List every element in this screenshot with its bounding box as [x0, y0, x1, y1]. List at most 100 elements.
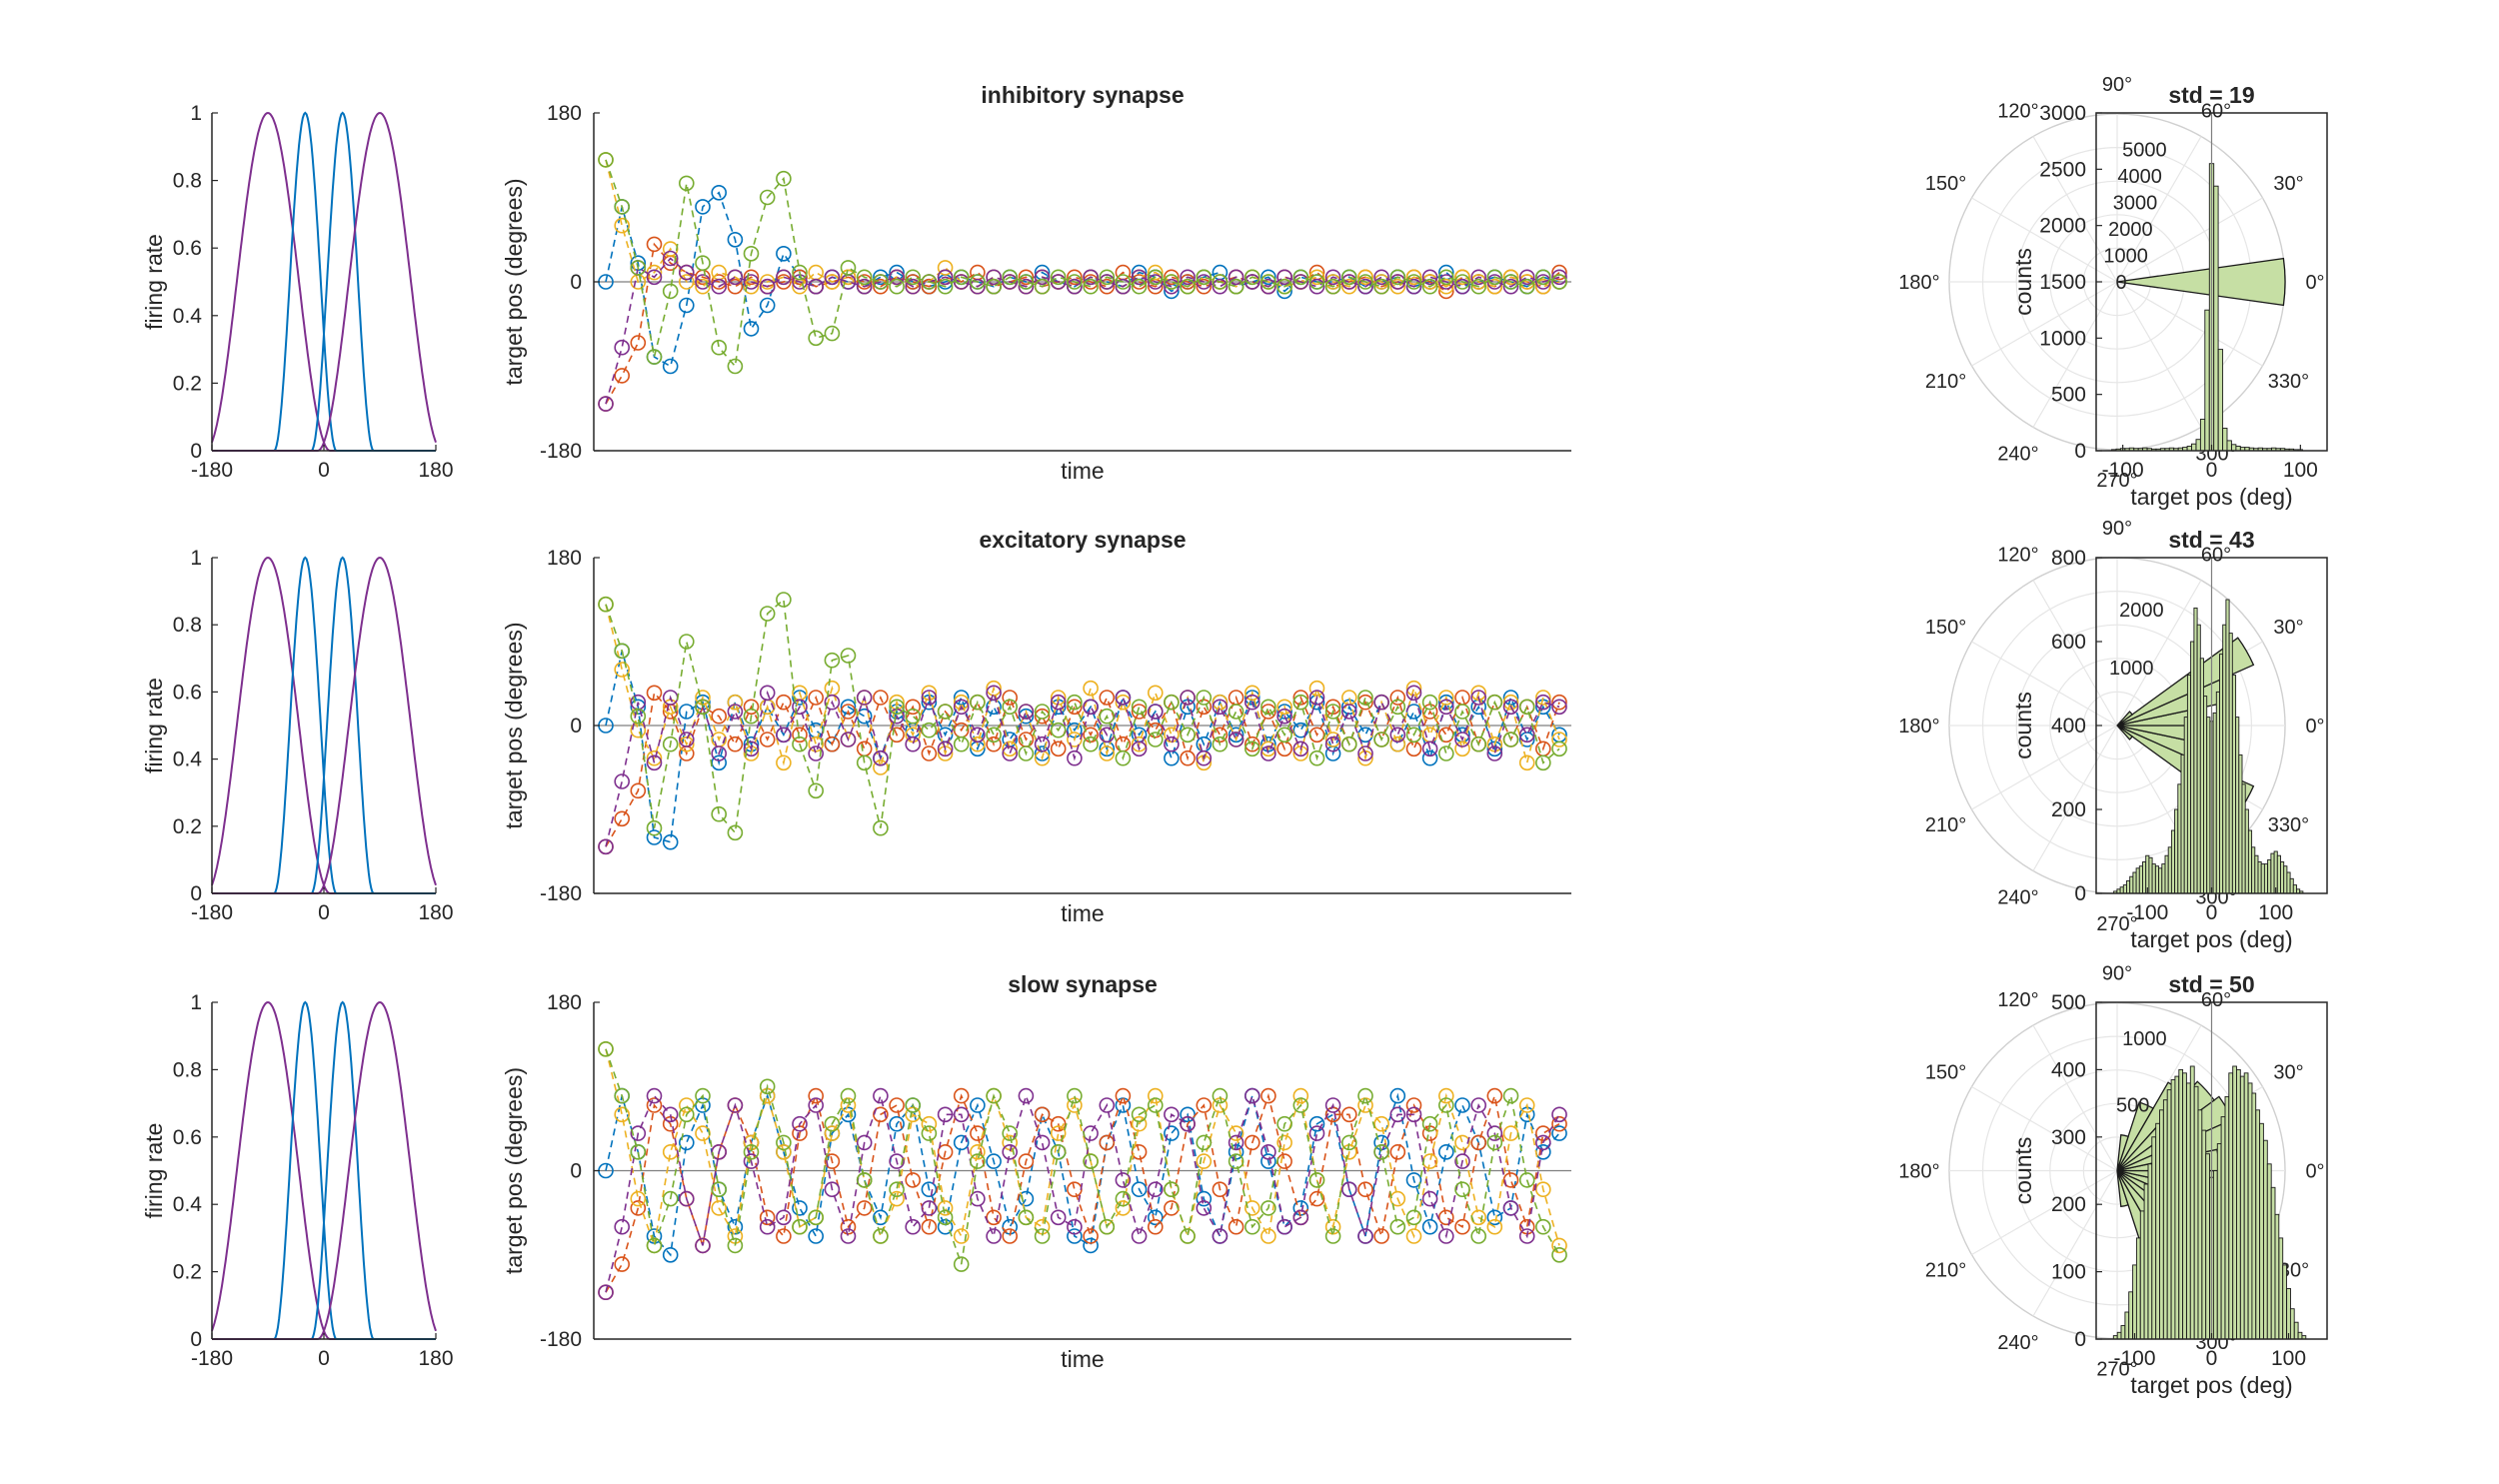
y-tick-label: 600: [2051, 631, 2086, 654]
trace-point: [1067, 1218, 1083, 1235]
trace-point: [614, 662, 631, 678]
trace-point: [1502, 274, 1519, 290]
polar-spoke: [2116, 281, 2202, 428]
trace-point: [889, 278, 905, 295]
histogram-bar: [2297, 1331, 2303, 1340]
trace-point: [1083, 736, 1099, 752]
trace-point: [1357, 749, 1373, 766]
trace-point: [953, 269, 970, 286]
trace-point: [776, 269, 792, 286]
trace-point: [1292, 690, 1309, 706]
y-tick-label: 100: [2051, 1261, 2086, 1284]
trace-point: [1502, 1200, 1519, 1216]
trace-point: [630, 782, 647, 799]
trace-point: [937, 1106, 954, 1123]
panel-title: slow synapse: [1008, 971, 1158, 997]
polar-angle-label: 240°: [1997, 886, 2038, 908]
trace-line: [605, 1092, 1560, 1293]
trace-point: [1518, 269, 1535, 286]
trace-point: [986, 1153, 1002, 1169]
trace-point: [1050, 1115, 1067, 1132]
trace-point: [662, 250, 679, 267]
trace-point: [1164, 1106, 1180, 1123]
trace-point: [1324, 1228, 1341, 1244]
trace-point: [711, 708, 728, 725]
trace-point: [1067, 1228, 1083, 1244]
trace-point: [776, 246, 792, 262]
histogram-bar: [2282, 1264, 2287, 1340]
panel-title: std = 50: [2168, 971, 2254, 997]
trace-point: [662, 1106, 679, 1123]
trace-point: [711, 805, 728, 822]
trace-point: [808, 745, 825, 761]
trace-point: [1018, 1153, 1035, 1169]
trace-point: [1228, 1218, 1245, 1235]
trace-point: [1067, 1087, 1083, 1104]
trace-point: [743, 1153, 760, 1169]
histogram-bar: [2231, 444, 2237, 452]
polar-radius-label: 5000: [2122, 140, 2167, 162]
trace-point: [1502, 732, 1519, 747]
trace-point: [1405, 278, 1422, 295]
polar-spoke: [2116, 281, 2263, 367]
trace-point: [1405, 680, 1422, 697]
trace-point: [970, 1190, 986, 1207]
trace-point: [1341, 1181, 1357, 1197]
trace-point: [1260, 1144, 1276, 1160]
polar-angle-label: 330°: [2268, 371, 2309, 393]
trace-point: [1018, 269, 1035, 286]
trace-point: [1148, 732, 1164, 747]
panel-title: excitatory synapse: [979, 527, 1186, 553]
trace-point: [1438, 1144, 1454, 1160]
trace-point: [953, 1087, 970, 1104]
trace-point: [792, 699, 808, 716]
polar-bin-wedge: [2116, 1101, 2154, 1171]
x-tick-label: 180: [418, 1347, 453, 1370]
histogram-bar: [2292, 884, 2297, 894]
trace-point: [1551, 264, 1567, 281]
trace-point: [1389, 727, 1406, 743]
trace-point: [1438, 690, 1454, 706]
trace-point: [1421, 741, 1438, 757]
trace-point: [1018, 708, 1035, 725]
trace-point: [1324, 736, 1341, 752]
trace-point: [792, 1200, 808, 1216]
trace-point: [1260, 1087, 1276, 1104]
y-axis-label: counts: [2010, 692, 2036, 759]
y-axis-label: counts: [2010, 248, 2036, 316]
trace-point: [905, 699, 922, 716]
trace-point: [1083, 680, 1099, 697]
trace-point: [1212, 736, 1229, 752]
polar-angle-label: 240°: [1997, 1332, 2038, 1354]
trace-point: [921, 278, 938, 295]
polar-radius-label: 1000: [2109, 658, 2154, 680]
trace-point: [1115, 1172, 1132, 1188]
trace-point: [824, 694, 841, 711]
trace-point: [921, 745, 938, 761]
trace-point: [1228, 727, 1245, 743]
trace-point: [1260, 1228, 1276, 1244]
trace-point: [1083, 278, 1099, 295]
histogram-bar: [2116, 1331, 2122, 1340]
trace-point: [1034, 736, 1051, 752]
trace-point: [937, 278, 954, 295]
trace-point: [1405, 269, 1422, 286]
trace-point: [1502, 690, 1519, 706]
trace-point: [1196, 1097, 1213, 1113]
trace-point: [1260, 704, 1276, 720]
trace-point: [727, 824, 744, 841]
trace-point: [1389, 1144, 1406, 1160]
histogram-chart: 0 100 200 300 400 500 -100 0 100 counts target pos…: [2010, 971, 2328, 1398]
polar-angle-label: 120°: [1997, 545, 2038, 567]
trace-point: [986, 685, 1002, 702]
trace-point: [1260, 1153, 1276, 1169]
trace-point: [776, 727, 792, 743]
y-tick-label: 400: [2051, 1058, 2086, 1081]
trace-point: [711, 185, 728, 201]
y-tick-label: -180: [540, 1328, 582, 1351]
polar-angle-label: 150°: [1925, 173, 1966, 195]
x-tick-label: 100: [2283, 459, 2318, 482]
trace-point: [905, 1097, 922, 1113]
trace-point: [1454, 278, 1470, 295]
trace-point: [1535, 754, 1551, 771]
